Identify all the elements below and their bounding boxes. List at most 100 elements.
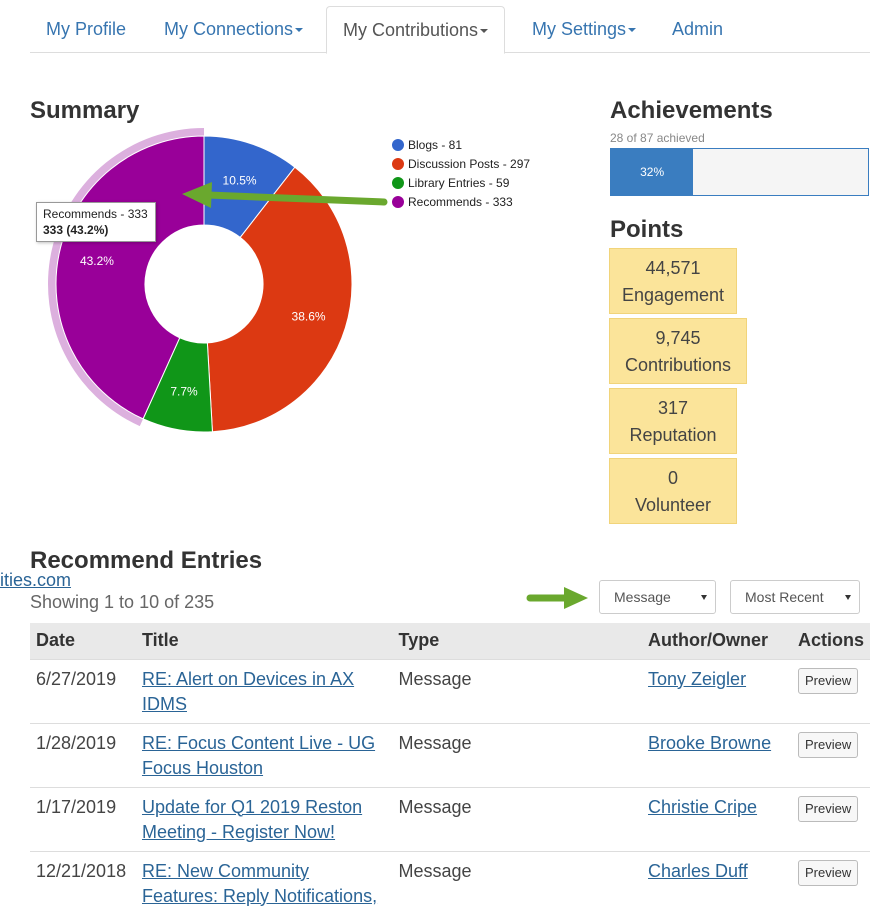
preview-button[interactable]: Preview xyxy=(797,795,859,822)
cell-actions: Preview xyxy=(791,850,870,915)
chart-tooltip: Recommends - 333 333 (43.2%) xyxy=(36,202,156,242)
arrow-shaft xyxy=(204,191,388,206)
points-volunteer: 0 Volunteer xyxy=(609,458,737,524)
legend-label: Blogs - 81 xyxy=(408,138,463,152)
summary-title: Summary xyxy=(30,97,140,124)
cell-author: Christie Cripe xyxy=(642,786,792,851)
table-row: 6/27/2019 RE: Alert on Devices in AX IDM… xyxy=(30,658,870,723)
author-link[interactable]: Charles Duff xyxy=(648,860,748,881)
caret-down-icon xyxy=(480,29,489,34)
table-row: 12/21/2018 RE: New Community Features: R… xyxy=(30,850,870,915)
green-arrow-icon xyxy=(526,587,588,609)
type-filter-select[interactable]: Message xyxy=(599,580,716,614)
preview-button[interactable]: Preview xyxy=(797,731,859,758)
tab-label: My Profile xyxy=(46,19,127,39)
arrow-head xyxy=(182,182,212,208)
table-row: 1/17/2019 Update for Q1 2019 Reston Meet… xyxy=(30,786,870,851)
entries-count: Showing 1 to 10 of 235 xyxy=(30,592,215,612)
cell-author: Tony Zeigler xyxy=(642,658,792,723)
col-actions: Actions xyxy=(791,623,870,659)
points-reputation: 317 Reputation xyxy=(609,388,737,454)
entry-title-link[interactable]: RE: New Community Features: Reply Notifi… xyxy=(141,860,378,906)
dropdown-arrow-icon xyxy=(701,595,707,600)
col-author[interactable]: Author/Owner xyxy=(642,623,792,659)
cell-type: Message xyxy=(392,722,643,787)
points-label: Engagement xyxy=(621,285,725,305)
preview-button[interactable]: Preview xyxy=(797,667,859,694)
legend-item[interactable]: Library Entries - 59 xyxy=(392,176,509,190)
points-value: 0 xyxy=(667,468,678,488)
table-header-row: Date Title Type Author/Owner Actions xyxy=(30,623,870,659)
entry-title-link[interactable]: RE: Focus Content Live - UG Focus Housto… xyxy=(141,732,376,778)
cell-title: RE: Alert on Devices in AX IDMS xyxy=(135,658,393,723)
dropdown-arrow-icon xyxy=(845,595,851,600)
tab-admin[interactable]: Admin xyxy=(656,6,739,53)
cell-actions: Preview xyxy=(791,786,870,851)
tab-my-contributions[interactable]: My Contributions xyxy=(326,6,506,54)
cell-date: 6/27/2019 xyxy=(30,658,136,723)
legend-label: Library Entries - 59 xyxy=(408,176,510,190)
slice-label-discussion-posts: 38.6% xyxy=(292,310,326,324)
author-link[interactable]: Christie Cripe xyxy=(648,796,758,817)
tab-label: My Connections xyxy=(164,19,294,39)
achievements-title: Achievements xyxy=(610,97,773,124)
tab-my-connections[interactable]: My Connections xyxy=(148,6,319,53)
cut-off-link[interactable]: ities.com xyxy=(0,570,72,590)
cell-type: Message xyxy=(392,658,643,723)
tab-my-profile[interactable]: My Profile xyxy=(30,6,142,53)
tab-label: My Contributions xyxy=(343,20,479,40)
cell-date: 1/17/2019 xyxy=(30,786,136,851)
type-filter-value: Message xyxy=(614,589,671,605)
achievements-count: 28 of 87 achieved xyxy=(610,131,705,145)
legend-swatch xyxy=(392,158,404,170)
points-value: 9,745 xyxy=(655,328,701,348)
col-title[interactable]: Title xyxy=(135,623,393,659)
cell-title: RE: New Community Features: Reply Notifi… xyxy=(135,850,393,915)
sort-value: Most Recent xyxy=(745,589,824,605)
cell-type: Message xyxy=(392,786,643,851)
cell-author: Brooke Browne xyxy=(642,722,792,787)
points-label: Contributions xyxy=(624,355,732,375)
author-link[interactable]: Tony Zeigler xyxy=(648,668,747,689)
points-value: 317 xyxy=(657,398,689,418)
legend-item[interactable]: Blogs - 81 xyxy=(392,138,462,152)
legend-item[interactable]: Discussion Posts - 297 xyxy=(392,157,530,171)
cell-type: Message xyxy=(392,850,643,915)
points-engagement: 44,571 Engagement xyxy=(609,248,737,314)
legend-swatch xyxy=(392,139,404,151)
slice-label-recommends: 43.2% xyxy=(80,254,114,268)
col-date[interactable]: Date xyxy=(30,623,136,659)
achievements-progress-bar: 32% xyxy=(610,148,869,196)
legend-swatch xyxy=(392,196,404,208)
points-title: Points xyxy=(610,216,684,243)
progress-label: 32% xyxy=(640,165,665,179)
tab-label: My Settings xyxy=(532,19,627,39)
slice-label-blogs: 10.5% xyxy=(223,173,257,187)
entry-title-link[interactable]: Update for Q1 2019 Reston Meeting - Regi… xyxy=(141,796,363,842)
cell-actions: Preview xyxy=(791,658,870,723)
tooltip-value: 333 (43.2%) xyxy=(43,223,109,237)
legend-label: Recommends - 333 xyxy=(408,195,513,209)
slice-discussion-posts[interactable] xyxy=(206,166,353,433)
author-link[interactable]: Brooke Browne xyxy=(648,732,772,753)
points-label: Volunteer xyxy=(634,495,712,515)
cell-title: RE: Focus Content Live - UG Focus Housto… xyxy=(135,722,393,787)
legend-item[interactable]: Recommends - 333 xyxy=(392,195,513,209)
points-label: Reputation xyxy=(629,425,717,445)
tab-my-settings[interactable]: My Settings xyxy=(516,6,652,53)
entries-title: Recommend Entries xyxy=(30,547,263,574)
legend-label: Discussion Posts - 297 xyxy=(408,157,531,171)
sort-select[interactable]: Most Recent xyxy=(730,580,860,614)
tooltip-label: Recommends - 333 xyxy=(43,207,148,221)
caret-down-icon xyxy=(295,28,304,33)
col-type[interactable]: Type xyxy=(392,623,643,659)
cell-title: Update for Q1 2019 Reston Meeting - Regi… xyxy=(135,786,393,851)
green-arrow-annotation xyxy=(182,182,388,208)
preview-button[interactable]: Preview xyxy=(797,859,859,886)
cell-date: 1/28/2019 xyxy=(30,722,136,787)
progress-fill: 32% xyxy=(611,149,694,195)
tab-label: Admin xyxy=(672,19,724,39)
cell-author: Charles Duff xyxy=(642,850,792,915)
entry-title-link[interactable]: RE: Alert on Devices in AX IDMS xyxy=(141,668,355,714)
cell-actions: Preview xyxy=(791,722,870,787)
